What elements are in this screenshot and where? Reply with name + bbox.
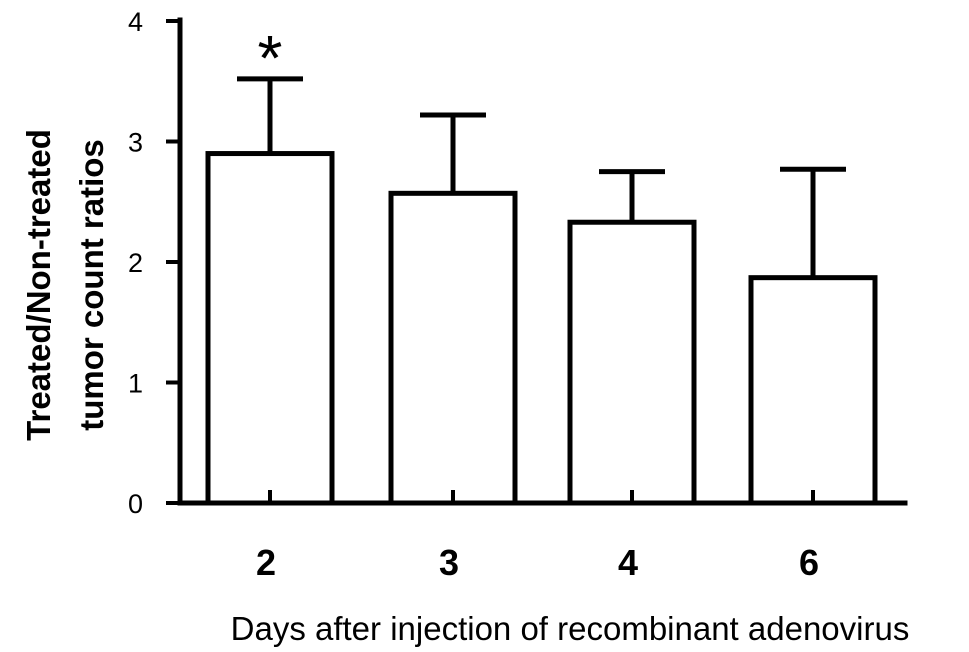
x-tick-label-4: 4 <box>618 542 638 583</box>
annotations-layer: * <box>258 22 283 94</box>
y-tick-label-2: 2 <box>128 248 143 278</box>
y-tick-label-4: 4 <box>128 7 143 37</box>
bar-3 <box>388 190 518 506</box>
y-tick-label-0: 0 <box>128 489 143 519</box>
x-tick-label-2: 2 <box>256 542 276 583</box>
y-tick-label-1: 1 <box>128 369 143 399</box>
y-tick-label-3: 3 <box>128 128 143 158</box>
y-ticks-layer: 0 1 2 3 4 <box>128 7 180 519</box>
x-axis-label: Days after injection of recombinant aden… <box>231 610 910 647</box>
x-tick-label-6: 6 <box>799 542 819 583</box>
bars-layer <box>205 76 878 506</box>
significance-marker: * <box>258 22 283 94</box>
bar-2 <box>205 151 335 506</box>
y-axis-label-line2: tumor count ratios <box>73 139 110 431</box>
y-axis-label-line1: Treated/Non-treated <box>20 129 57 441</box>
x-ticks-layer: 2 3 4 6 <box>256 542 819 583</box>
bar-6 <box>748 275 878 506</box>
x-tick-label-3: 3 <box>439 542 459 583</box>
bar-4 <box>567 219 697 506</box>
